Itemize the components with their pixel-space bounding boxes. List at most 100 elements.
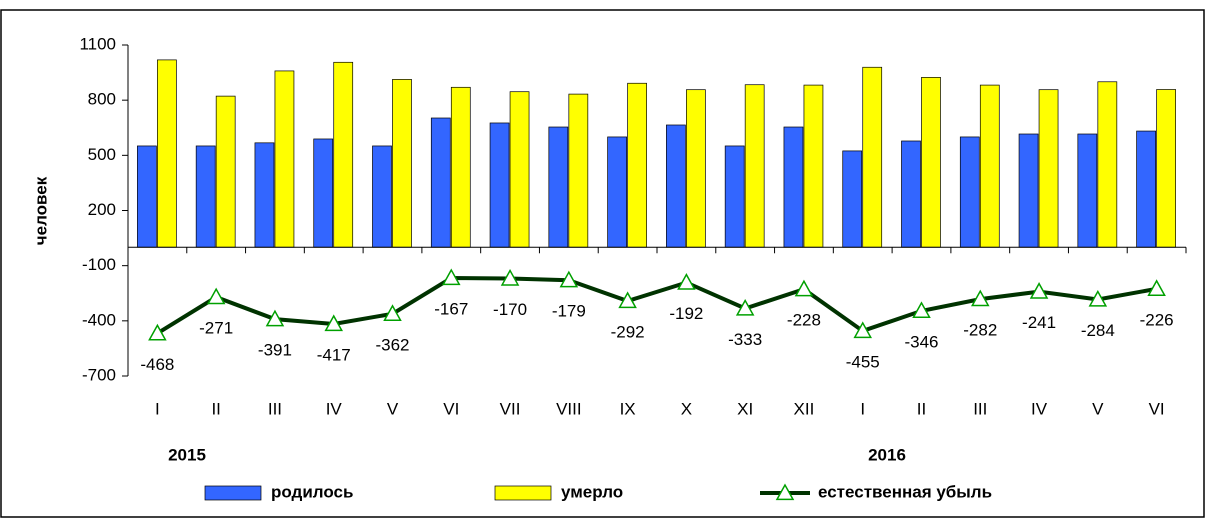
bar: [744, 84, 765, 248]
marker: [971, 289, 990, 307]
bar: [1038, 89, 1059, 248]
bar: [783, 126, 804, 248]
x-tick-label: I: [155, 399, 160, 418]
marker: [1088, 289, 1108, 307]
marker: [1029, 282, 1049, 299]
bar: [959, 136, 980, 248]
bar: [489, 122, 510, 248]
marker: [265, 309, 285, 327]
legend-swatch: [494, 485, 552, 501]
bar: [430, 117, 451, 248]
data-label: -179: [552, 302, 586, 321]
group-label: 2016: [868, 445, 906, 464]
marker: [618, 291, 637, 309]
bar: [215, 95, 236, 248]
bar: [607, 136, 627, 248]
marker: [794, 279, 814, 297]
data-label: -455: [846, 352, 880, 371]
x-tick-label: III: [973, 399, 987, 418]
bar: [979, 84, 1000, 248]
bar: [1077, 133, 1098, 248]
data-label: -282: [963, 321, 997, 340]
bar: [1018, 133, 1039, 248]
x-tick-label: II: [917, 399, 926, 418]
marker: [500, 268, 520, 286]
bar: [450, 86, 471, 248]
bar: [862, 66, 883, 248]
y-tick-label: 800: [88, 90, 116, 109]
bar: [195, 145, 216, 248]
legend-label: умерло: [561, 482, 623, 501]
data-label: -292: [611, 322, 645, 341]
legend-label: родилось: [271, 482, 353, 501]
legend-marker: [775, 483, 795, 501]
data-label: -333: [728, 330, 762, 349]
frame: [0, 9, 1205, 518]
marker: [324, 314, 343, 332]
bar: [842, 150, 863, 248]
y-tick-label: -400: [82, 310, 116, 329]
marker: [1147, 279, 1166, 296]
data-label: -362: [375, 335, 409, 354]
y-axis-label: человек: [31, 176, 50, 245]
data-label: -167: [434, 299, 468, 318]
line: [156, 275, 1157, 336]
bar: [1136, 130, 1156, 248]
bar: [254, 142, 275, 248]
bar: [372, 145, 392, 248]
marker: [383, 304, 402, 321]
x-tick-label: V: [387, 399, 399, 418]
marker: [442, 268, 461, 286]
bar: [274, 70, 295, 248]
marker: [735, 298, 755, 316]
bar: [627, 82, 647, 248]
bar: [803, 84, 824, 248]
y-tick-label: 500: [88, 145, 116, 164]
bar: [1156, 89, 1176, 248]
bar: [1097, 81, 1118, 248]
legend-swatch: [204, 485, 262, 501]
x-tick-label: V: [1092, 399, 1104, 418]
bar: [901, 140, 921, 248]
bar: [686, 89, 706, 248]
data-label: -271: [199, 319, 233, 338]
x-tick-label: IX: [620, 399, 636, 418]
x-tick-label: X: [681, 399, 692, 418]
x-tick-label: IV: [326, 399, 343, 418]
bar: [313, 138, 334, 248]
marker: [206, 287, 226, 305]
x-tick-label: I: [860, 399, 865, 418]
bar: [568, 93, 589, 248]
x-tick-label: XI: [737, 399, 753, 418]
marker: [853, 321, 872, 339]
x-tick-label: VI: [1149, 399, 1165, 418]
marker: [148, 323, 167, 341]
bar: [509, 91, 530, 248]
x-tick-label: XII: [794, 399, 815, 418]
bar: [392, 79, 412, 248]
marker: [559, 270, 579, 288]
bar: [157, 59, 177, 248]
legend-label: естественная убыль: [818, 482, 992, 501]
bar: [333, 61, 354, 248]
data-label: -241: [1022, 313, 1056, 332]
marker: [677, 273, 696, 290]
data-label: -192: [669, 304, 703, 323]
bar: [548, 126, 569, 248]
bar: [724, 145, 745, 248]
y-tick-label: -700: [82, 365, 116, 384]
data-label: -468: [140, 355, 174, 374]
bar: [666, 124, 686, 248]
x-tick-label: VIII: [556, 399, 582, 418]
x-tick-label: IV: [1031, 399, 1048, 418]
group-label: 2015: [168, 445, 206, 464]
marker: [912, 301, 931, 319]
bar: [137, 145, 157, 248]
y-tick-label: -100: [82, 255, 116, 274]
x-tick-label: II: [211, 399, 220, 418]
data-label: -417: [317, 345, 351, 364]
data-label: -170: [493, 300, 527, 319]
x-tick-label: VI: [443, 399, 459, 418]
data-label: -226: [1140, 310, 1174, 329]
